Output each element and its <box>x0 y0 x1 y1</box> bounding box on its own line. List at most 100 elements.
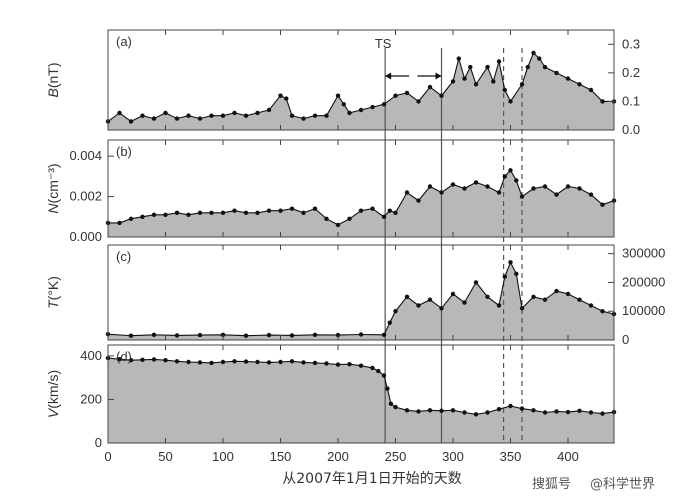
ytick-label-T: 200000 <box>622 274 665 289</box>
point-T <box>502 274 507 279</box>
point-B <box>341 102 346 107</box>
point-T <box>393 309 398 314</box>
point-N <box>519 194 525 199</box>
point-N <box>312 206 318 211</box>
point-N <box>335 222 341 228</box>
ticks-layer <box>107 30 614 444</box>
point-B <box>312 113 318 118</box>
point-T <box>542 297 548 302</box>
ytick-label-T: 300000 <box>622 246 665 261</box>
point-V <box>393 404 398 410</box>
point-V <box>565 409 571 415</box>
point-N <box>542 184 548 189</box>
point-B <box>197 116 203 121</box>
point-V <box>209 360 214 366</box>
point-N <box>209 210 214 215</box>
point-V <box>278 359 283 365</box>
point-B <box>468 64 473 70</box>
point-B <box>491 79 496 84</box>
point-B <box>393 93 398 98</box>
point-B <box>456 56 461 61</box>
point-N <box>473 180 479 185</box>
point-V <box>404 408 410 413</box>
ytick-label-N: 0.004 <box>69 148 102 163</box>
y-axis-var-N: N <box>45 203 61 214</box>
point-T <box>554 288 559 294</box>
point-V <box>385 386 390 391</box>
point-T <box>174 333 180 338</box>
watermark-author: @科学世界 <box>590 476 655 492</box>
point-V <box>462 410 467 415</box>
xtick-label: 400 <box>557 449 579 464</box>
point-N <box>151 212 157 217</box>
point-N <box>232 208 237 213</box>
point-B <box>565 76 571 81</box>
y-axis-label-T: T(°K) <box>45 276 61 309</box>
point-B <box>416 99 421 104</box>
ytick-label-B: 0.1 <box>622 93 640 108</box>
point-V <box>266 360 272 365</box>
panel-frame-B <box>107 29 615 131</box>
point-N <box>427 184 433 189</box>
point-T <box>358 332 364 337</box>
point-N <box>117 220 122 226</box>
point-V <box>388 401 394 406</box>
y-axis-label-B: B(nT) <box>45 62 61 97</box>
panel-frame-T <box>107 244 615 341</box>
point-T <box>387 320 392 325</box>
ytick-label-N: 0.000 <box>69 229 102 244</box>
point-N <box>502 174 507 179</box>
point-V <box>186 359 191 365</box>
point-N <box>508 168 513 173</box>
point-B <box>255 110 260 116</box>
series-points-layer <box>105 50 617 417</box>
point-N <box>243 210 249 215</box>
point-N <box>324 216 329 221</box>
point-B <box>427 84 433 90</box>
point-B <box>117 110 122 116</box>
point-V <box>128 358 134 363</box>
point-T <box>312 332 318 337</box>
y-axis-unit-N: (cm⁻³) <box>45 163 61 203</box>
point-V <box>220 359 226 365</box>
point-V <box>358 363 364 368</box>
point-N <box>128 216 134 221</box>
point-N <box>266 208 272 213</box>
point-B <box>519 82 525 87</box>
point-V <box>163 358 168 363</box>
point-B <box>508 99 513 104</box>
point-V <box>485 410 490 415</box>
point-N <box>462 186 467 191</box>
point-V <box>255 359 260 365</box>
ytick-label-B: 0.2 <box>622 65 640 80</box>
point-V <box>519 406 525 411</box>
point-B <box>542 64 548 70</box>
point-N <box>404 190 410 195</box>
point-N <box>301 210 306 215</box>
xtick-label: 350 <box>500 449 522 464</box>
xtick-label: 200 <box>327 449 349 464</box>
point-B <box>525 64 530 70</box>
y-axis-unit-B: (nT) <box>45 62 61 88</box>
point-V <box>416 409 421 414</box>
ytick-label-B: 0.3 <box>622 36 640 51</box>
point-N <box>186 212 191 217</box>
point-V <box>151 357 157 362</box>
point-B <box>462 76 467 81</box>
point-N <box>554 192 559 197</box>
point-V <box>312 360 318 366</box>
point-B <box>278 93 283 98</box>
point-T <box>577 297 582 302</box>
point-V <box>243 359 249 364</box>
point-N <box>577 186 582 191</box>
point-N <box>278 208 283 213</box>
point-B <box>554 70 559 76</box>
panel-label-N: (b) <box>116 144 132 159</box>
point-V <box>427 408 433 413</box>
y-axis-var-B: B <box>45 88 61 97</box>
point-V <box>473 412 479 417</box>
point-N <box>381 214 387 219</box>
point-T <box>128 333 134 338</box>
point-B <box>537 56 542 61</box>
